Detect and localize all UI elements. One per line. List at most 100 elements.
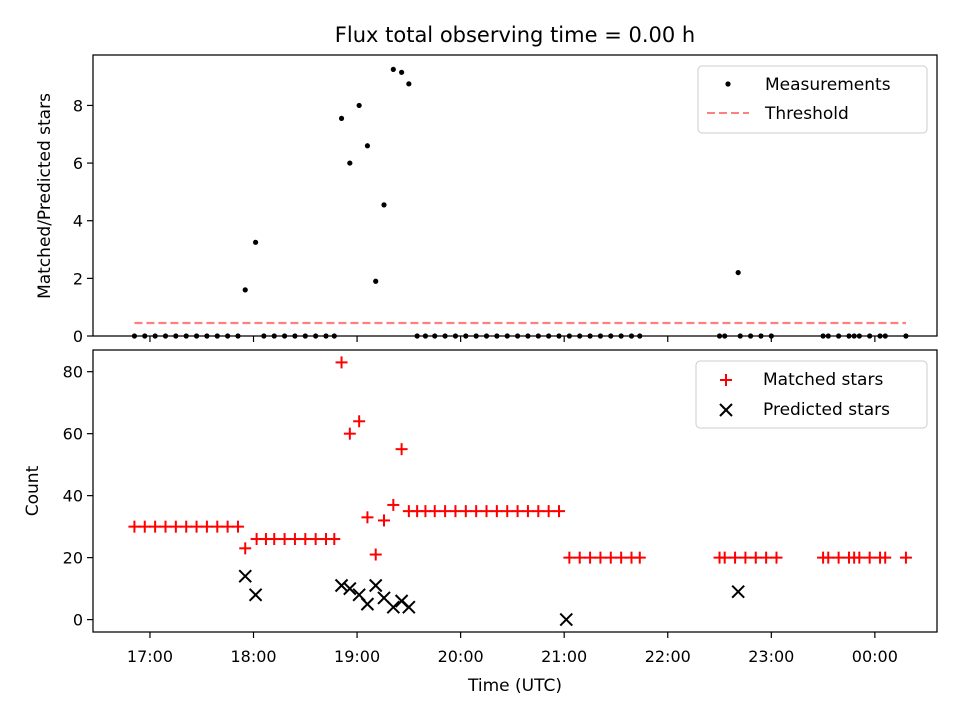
x-tick-label: 20:00 <box>438 647 484 666</box>
matched-star-point <box>190 520 203 533</box>
matched-star-point <box>149 520 162 533</box>
predicted-star-point <box>559 612 573 627</box>
matched-star-point <box>387 498 400 511</box>
matched-star-point <box>278 533 291 546</box>
bottom-y-axis-label: Count <box>23 465 43 516</box>
matched-star-point <box>822 551 835 564</box>
x-tick-label: 21:00 <box>541 647 587 666</box>
x-tick-label: 19:00 <box>334 647 380 666</box>
matched-star-point <box>863 551 876 564</box>
bottom-axes-frame <box>92 349 938 633</box>
matched-star-point <box>501 505 514 518</box>
matched-star-point <box>268 533 281 546</box>
matched-star-point <box>180 520 193 533</box>
y-tick-label: 80 <box>63 363 83 382</box>
y-tick-label: 40 <box>63 487 83 506</box>
matched-star-point <box>832 551 845 564</box>
matched-star-point <box>377 514 390 527</box>
x-tick-label: 00:00 <box>852 647 898 666</box>
matched-star-point <box>470 505 483 518</box>
predicted-star-point <box>334 578 349 593</box>
y-tick-label: 0 <box>73 327 83 346</box>
matched-star-point <box>221 520 234 533</box>
matched-star-point <box>169 520 182 533</box>
measurement-point <box>338 115 345 122</box>
y-tick-label: 20 <box>63 549 83 568</box>
matched-star-point <box>395 443 408 456</box>
y-tick-label: 2 <box>73 269 83 288</box>
predicted-star-point <box>402 600 416 614</box>
matched-star-point <box>633 551 646 564</box>
top-legend: Measurements Threshold <box>697 65 928 134</box>
predicted-star-point <box>360 597 375 611</box>
legend-measurements-label: Measurements <box>765 75 891 95</box>
matched-star-point <box>369 548 382 561</box>
bottom-legend: Matched stars Predicted stars <box>695 360 928 429</box>
matched-star-point <box>729 551 742 564</box>
matched-star-point <box>361 511 374 524</box>
top-chart-title: Flux total observing time = 0.00 h <box>335 23 695 47</box>
matched-star-point <box>853 551 866 564</box>
predicted-star-point <box>369 578 383 593</box>
top-y-axis-label: Matched/Predicted stars <box>35 93 55 299</box>
predicted-star-point <box>248 588 263 602</box>
matched-star-point <box>138 520 151 533</box>
y-tick-label: 8 <box>73 96 83 115</box>
bottom-x-ticks: 17:00 18:00 19:00 20:00 21:00 22:00 23:00 00:00 <box>127 632 898 666</box>
y-tick-label: 60 <box>63 425 83 444</box>
bottom-legend-box <box>695 360 928 429</box>
top-y-ticks: 0 2 4 6 8 <box>73 96 93 346</box>
matched-star-point <box>604 551 617 564</box>
measurement-point <box>364 143 371 149</box>
y-tick-label: 4 <box>73 212 83 231</box>
top-axes-frame <box>92 54 938 337</box>
top-x-ticks <box>149 336 876 342</box>
matched-star-point <box>128 520 141 533</box>
legend-measurements-marker <box>725 81 731 87</box>
matched-star-point <box>288 533 301 546</box>
measurement-point <box>406 81 412 87</box>
matched-star-point <box>573 551 586 564</box>
predicted-star-point <box>731 585 745 599</box>
legend-predicted-label: Predicted stars <box>763 400 890 420</box>
matched-star-point <box>563 551 576 564</box>
matched-star-point <box>521 505 534 518</box>
matched-star-point <box>211 520 224 533</box>
matched-star-point <box>159 520 172 533</box>
matched-star-point <box>584 551 597 564</box>
predicted-star-point <box>238 569 252 583</box>
matched-star-point <box>449 505 462 518</box>
y-tick-label: 6 <box>73 154 83 173</box>
matched-star-point <box>343 427 356 440</box>
measurement-point <box>373 278 379 284</box>
matched-star-point <box>335 356 348 369</box>
matched-star-point <box>760 551 773 564</box>
matched-star-point <box>328 533 341 546</box>
matched-star-point <box>353 415 366 428</box>
matched-star-point <box>770 551 783 564</box>
matched-star-point <box>749 551 762 564</box>
predicted-star-point <box>386 600 401 614</box>
bottom-y-ticks: 0 20 40 60 80 <box>63 363 93 630</box>
top-panel: Flux total observing time = 0.00 h Match… <box>35 23 938 346</box>
matched-star-point <box>480 505 493 518</box>
matched-star-point <box>239 542 252 555</box>
matched-star-point <box>490 505 503 518</box>
matched-star-point <box>879 551 892 564</box>
matched-star-point <box>739 551 752 564</box>
top-legend-box <box>697 65 928 134</box>
matched-star-point <box>231 520 244 533</box>
x-tick-label: 23:00 <box>748 647 794 666</box>
measurement-point <box>347 160 353 166</box>
matched-star-point <box>553 505 566 518</box>
matched-star-point <box>299 533 312 546</box>
matched-star-point <box>899 551 912 564</box>
matched-star-point <box>439 505 452 518</box>
matched-star-point <box>594 551 607 564</box>
matched-star-point <box>542 505 555 518</box>
measurement-point <box>252 239 259 245</box>
y-tick-label: 0 <box>73 611 83 630</box>
legend-threshold-label: Threshold <box>764 104 849 124</box>
matched-star-point <box>532 505 545 518</box>
